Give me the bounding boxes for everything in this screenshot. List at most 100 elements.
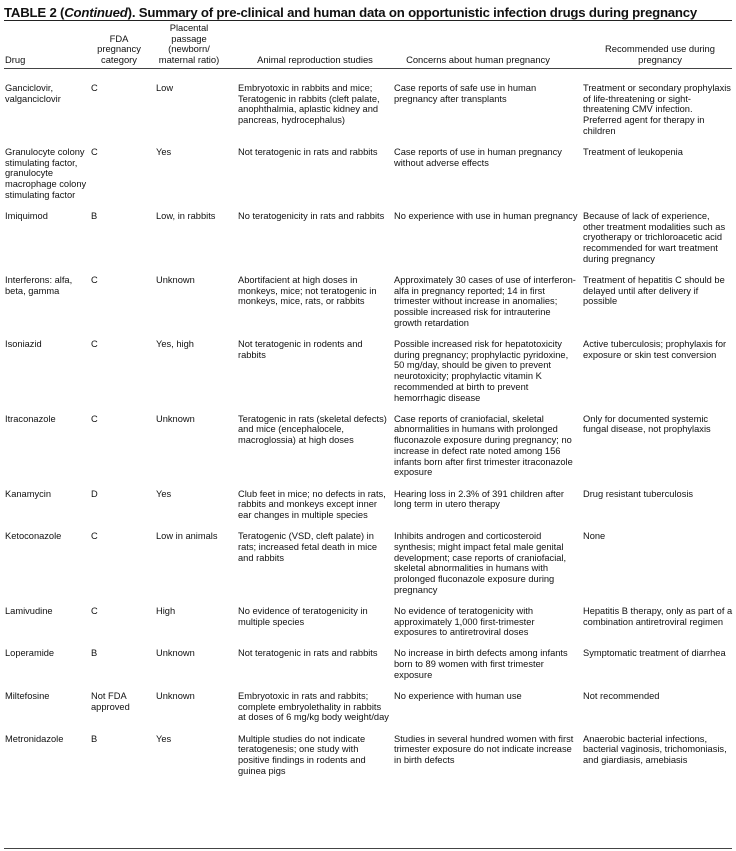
- cell-recommended-use: Active tuberculosis; prophylaxis for exp…: [583, 339, 727, 360]
- cell-recommended-use: Because of lack of experience, other tre…: [583, 211, 726, 264]
- cell-fda-category: C: [91, 413, 98, 424]
- cell-drug: Interferons: alfa, beta, gamma: [5, 275, 73, 296]
- cell-human-concerns: Case reports of use in human pregnancy w…: [394, 147, 562, 168]
- cell-fda-category: C: [91, 605, 98, 616]
- cell-fda-category: D: [91, 488, 98, 499]
- cell-placental-passage: Unknown: [156, 691, 195, 702]
- title-prefix: TABLE 2 (: [4, 5, 65, 20]
- table-row: Ketoconazole C Low in animals Teratogenic (…: [5, 531, 733, 606]
- cell-human-concerns: Case reports of safe use in human pregna…: [394, 83, 537, 104]
- cell-animal-studies: No teratogenicity in rats and rabbits: [238, 211, 385, 222]
- header-recommended-use: Recommended use during pregnancy: [590, 22, 730, 66]
- cell-drug: Itraconazole: [5, 413, 56, 424]
- cell-fda-category: B: [91, 211, 98, 222]
- cell-animal-studies: Embryotoxic in rabbits and mice; Teratog…: [238, 83, 380, 126]
- cell-human-concerns: No increase in birth defects among infan…: [394, 648, 568, 680]
- cell-recommended-use: Treatment of hepatitis C should be delay…: [583, 275, 725, 307]
- cell-human-concerns: No experience with use in human pregnanc…: [394, 211, 578, 222]
- cell-placental-passage: Low in animals: [156, 531, 218, 542]
- cell-recommended-use: Treatment or secondary prophylaxis of li…: [583, 83, 731, 136]
- top-rule: [4, 20, 732, 21]
- cell-placental-passage: Unknown: [156, 648, 195, 659]
- header-human-concerns: Concerns about human pregnancy: [393, 22, 563, 66]
- cell-human-concerns: No evidence of teratogenicity with appro…: [394, 605, 535, 638]
- table-row: Lamivudine C High No evidence of teratogeni…: [5, 606, 733, 649]
- cell-fda-category: C: [91, 275, 98, 286]
- cell-drug: Metronidazole: [5, 733, 64, 744]
- cell-animal-studies: Not teratogenic in rats and rabbits: [238, 147, 378, 158]
- cell-drug: Ketoconazole: [5, 531, 62, 542]
- cell-placental-passage: Unknown: [156, 275, 195, 286]
- header-placental-passage: Placental passage (newborn/ maternal rat…: [152, 22, 226, 66]
- cell-fda-category: C: [91, 531, 98, 542]
- table-row: Imiquimod B Low, in rabbits No teratogenici…: [5, 211, 733, 275]
- cell-drug: Miltefosine: [5, 691, 50, 702]
- table-row: Ganciclovir, valganciclovir C Low Embryotox…: [5, 83, 733, 147]
- cell-placental-passage: Unknown: [156, 413, 195, 424]
- header-label: Drug: [5, 54, 26, 66]
- cell-animal-studies: Embryotoxic in rats and rabbits; complet…: [238, 691, 389, 723]
- cell-recommended-use: None: [583, 531, 606, 542]
- cell-fda-category: C: [91, 339, 98, 350]
- header-label: FDA pregnancy category: [97, 32, 141, 66]
- cell-human-concerns: Approximately 30 cases of use of interfe…: [394, 275, 576, 328]
- drug-table: Ganciclovir, valganciclovir C Low Embryotox…: [5, 83, 733, 787]
- table-row: Itraconazole C Unknown Teratogenic in rats …: [5, 414, 733, 489]
- bottom-rule: [4, 848, 732, 849]
- title-italic: Continued: [64, 5, 128, 20]
- cell-recommended-use: Hepatitis B therapy, only as part of a c…: [583, 605, 733, 627]
- cell-placental-passage: Low, in rabbits: [156, 211, 216, 222]
- header-drug: Drug: [5, 22, 85, 66]
- cell-human-concerns: Inhibits androgen and corticosteroid syn…: [394, 531, 567, 595]
- cell-human-concerns: Hearing loss in 2.3% of 391 children aft…: [394, 488, 565, 510]
- table-row: Isoniazid C Yes, high Not teratogenic in ro…: [5, 339, 733, 414]
- cell-human-concerns: No experience with human use: [394, 691, 522, 702]
- cell-human-concerns: Possible increased risk for hepatotoxici…: [394, 339, 569, 403]
- cell-recommended-use: Only for documented systemic fungal dise…: [583, 413, 711, 435]
- table-title: TABLE 2 (Continued). Summary of pre-clin…: [4, 5, 697, 20]
- cell-recommended-use: Anaerobic bacterial infections, bacteria…: [583, 733, 727, 766]
- cell-animal-studies: Teratogenic (VSD, cleft palate) in rats;…: [238, 531, 378, 563]
- header-animal-studies: Animal reproduction studies: [236, 22, 394, 66]
- table-row: Metronidazole B Yes Multiple studies do not…: [5, 734, 733, 787]
- cell-recommended-use: Treatment of leukopenia: [583, 147, 683, 158]
- cell-drug: Isoniazid: [5, 339, 42, 350]
- header-label: Concerns about human pregnancy: [406, 54, 550, 66]
- cell-drug: Imiquimod: [5, 211, 48, 222]
- cell-placental-passage: Yes, high: [156, 339, 194, 350]
- cell-animal-studies: Club feet in mice; no defects in rats, r…: [238, 488, 386, 520]
- title-suffix: ). Summary of pre-clinical and human dat…: [127, 5, 698, 20]
- cell-fda-category: Not FDA approved: [91, 691, 130, 712]
- table-row: Miltefosine Not FDA approved Unknown Embryo…: [5, 691, 733, 734]
- cell-animal-studies: Teratogenic in rats (skeletal defects) a…: [238, 413, 387, 446]
- header-label: Animal reproduction studies: [257, 54, 373, 66]
- cell-fda-category: C: [91, 83, 98, 93]
- cell-animal-studies: Not teratogenic in rats and rabbits: [238, 648, 378, 659]
- cell-human-concerns: Studies in several hundred women with fi…: [394, 733, 574, 766]
- cell-drug: Ganciclovir, valganciclovir: [5, 83, 61, 104]
- cell-recommended-use: Drug resistant tuberculosis: [583, 488, 694, 499]
- header-label: Recommended use during pregnancy: [605, 43, 715, 66]
- table-row: Granulocyte colony stimulating factor, g…: [5, 147, 733, 211]
- cell-animal-studies: Multiple studies do not indicate teratog…: [238, 733, 366, 776]
- table-row: Loperamide B Unknown Not teratogenic in rat…: [5, 648, 733, 691]
- cell-fda-category: B: [91, 733, 98, 744]
- cell-human-concerns: Case reports of craniofacial, skeletal a…: [394, 413, 573, 478]
- table-row: Interferons: alfa, beta, gamma C Unknown Ab…: [5, 275, 733, 339]
- cell-animal-studies: Not teratogenic in rodents and rabbits: [238, 339, 363, 360]
- cell-recommended-use: Not recommended: [583, 691, 660, 702]
- cell-drug: Lamivudine: [5, 605, 53, 616]
- cell-fda-category: B: [91, 648, 98, 659]
- cell-animal-studies: No evidence of teratogenicity in multipl…: [238, 605, 368, 627]
- table-row: Kanamycin D Yes Club feet in mice; no defec…: [5, 489, 733, 532]
- cell-recommended-use: Symptomatic treatment of diarrhea: [583, 648, 726, 659]
- cell-placental-passage: Yes: [156, 733, 172, 744]
- header-label: Placental passage (newborn/ maternal rat…: [158, 21, 220, 66]
- cell-drug: Loperamide: [5, 648, 55, 659]
- cell-placental-passage: Yes: [156, 147, 172, 158]
- cell-fda-category: C: [91, 147, 98, 158]
- cell-placental-passage: Low: [156, 83, 174, 93]
- cell-drug: Granulocyte colony stimulating factor, g…: [5, 147, 87, 200]
- cell-placental-passage: Yes: [156, 488, 172, 499]
- header-rule: [4, 68, 732, 69]
